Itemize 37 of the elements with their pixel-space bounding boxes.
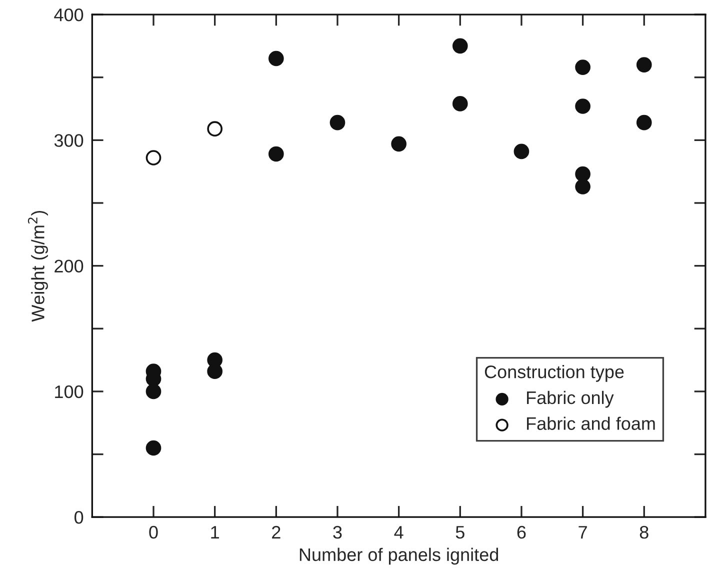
point [146, 384, 162, 400]
point [514, 144, 530, 160]
y-tick-label: 0 [74, 511, 84, 524]
y-tick-label: 400 [54, 8, 84, 22]
y-axis-title: Weight (g/m$^{2}$) [28, 210, 48, 322]
legend-label: Fabric only [527, 390, 614, 408]
point [146, 440, 162, 456]
point [330, 114, 346, 130]
y-tick-label: 300 [54, 134, 84, 147]
y-tick-label: 200 [54, 260, 84, 273]
x-axis-title: Number of panels ignited [300, 548, 498, 565]
point [452, 38, 468, 54]
point [146, 150, 162, 166]
point [268, 146, 284, 162]
x-tick-label: 8 [640, 526, 648, 539]
point [207, 364, 222, 380]
x-tick-label: 6 [517, 526, 526, 539]
y-tick-label: 100 [55, 385, 84, 398]
x-tick-label: 5 [456, 526, 464, 539]
legend-label: Fabric and foam [527, 416, 655, 430]
point [575, 60, 590, 75]
point [636, 114, 652, 130]
x-tick-label: 3 [333, 526, 342, 539]
x-tick-label: 4 [394, 526, 404, 539]
point [636, 57, 652, 72]
x-tick-label: 0 [149, 526, 158, 539]
x-tick-label: 7 [578, 526, 587, 539]
point [452, 96, 468, 112]
legend-title: Construction type [484, 365, 624, 382]
point [575, 178, 590, 194]
point [268, 50, 284, 66]
point [575, 166, 590, 182]
x-tick-label: 2 [272, 526, 280, 539]
x-tick-label: 1 [211, 526, 219, 539]
point [391, 136, 406, 152]
point [575, 98, 590, 114]
point [207, 121, 222, 137]
